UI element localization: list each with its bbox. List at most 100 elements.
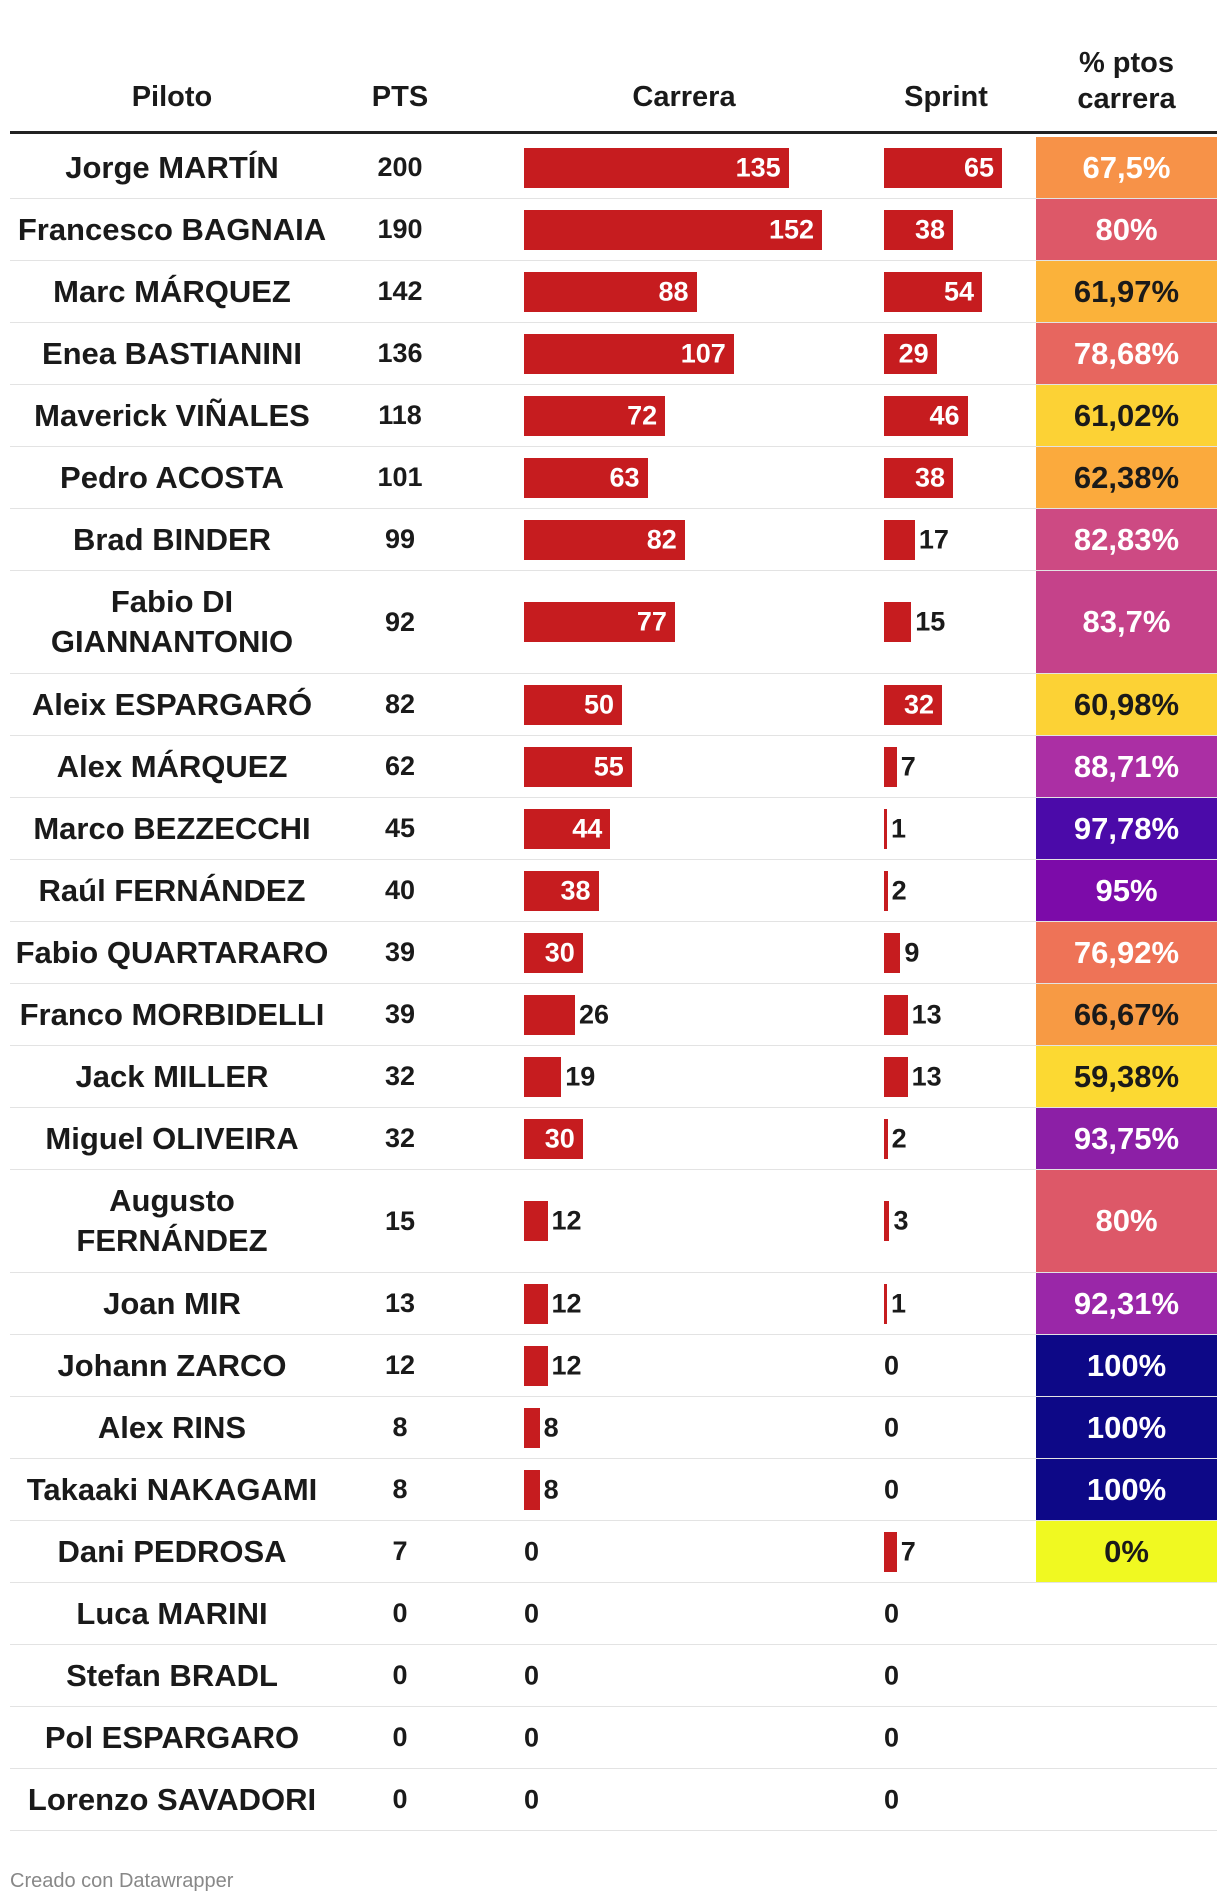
sprint-value: 65 <box>963 152 994 182</box>
table-row: Marco BEZZECCHI 45 44 1 97,78% <box>10 798 1217 860</box>
sprint-bar <box>884 1201 890 1241</box>
carrera-value: 107 <box>680 338 726 368</box>
sprint-bar <box>884 1118 888 1159</box>
carrera-bar <box>524 1283 548 1324</box>
carrera-value: 0 <box>524 1598 540 1628</box>
carrera-value: 19 <box>565 1061 596 1091</box>
sprint-bar <box>884 1056 908 1097</box>
sprint-bar <box>884 271 983 312</box>
sprint-value: 15 <box>915 606 946 637</box>
rider-pts: 32 <box>384 1061 416 1091</box>
carrera-value: 135 <box>735 152 781 182</box>
table-row: Dani PEDROSA 7 0 7 0% <box>10 1521 1217 1583</box>
rider-name: Franco MORBIDELLI <box>19 996 325 1032</box>
table-row: Aleix ESPARGARÓ 82 50 32 60,98% <box>10 674 1217 736</box>
rider-pts: 200 <box>377 152 423 182</box>
sprint-bar <box>884 684 943 725</box>
carrera-value: 12 <box>551 1288 582 1318</box>
carrera-bar <box>524 147 789 188</box>
sprint-value: 2 <box>891 1123 907 1153</box>
sprint-value: 54 <box>943 276 975 306</box>
sprint-value: 0 <box>884 1722 900 1752</box>
carrera-value: 50 <box>583 689 615 719</box>
carrera-value: 8 <box>543 1412 559 1442</box>
pct-cell <box>1036 1707 1217 1768</box>
table-row: Jorge MARTÍN 200 135 65 67,5% <box>10 137 1217 199</box>
sprint-value: 32 <box>904 689 935 719</box>
table-row: Raúl FERNÁNDEZ 40 38 2 95% <box>10 860 1217 922</box>
sprint-value: 38 <box>914 462 945 492</box>
table-row: Francesco BAGNAIA 190 152 38 80% <box>10 199 1217 261</box>
pct-cell: 80% <box>1036 1170 1217 1272</box>
pct-cell: 97,78% <box>1036 798 1217 859</box>
header-carrera[interactable]: Carrera <box>632 81 736 113</box>
sprint-value: 0 <box>884 1412 900 1442</box>
sprint-value: 9 <box>904 937 920 967</box>
rider-name: Alex MÁRQUEZ <box>56 748 288 784</box>
rider-name: Maverick VIÑALES <box>34 397 310 433</box>
rider-name: Francesco BAGNAIA <box>17 211 327 247</box>
sprint-bar <box>884 1283 887 1324</box>
pct-cell: 59,38% <box>1036 1046 1217 1107</box>
rider-name: Pol ESPARGARO <box>44 1719 300 1755</box>
rider-pts: 0 <box>392 1722 408 1752</box>
sprint-value: 13 <box>911 999 942 1029</box>
rider-pts: 40 <box>384 875 416 905</box>
table-row: Enea BASTIANINI 136 107 29 78,68% <box>10 323 1217 385</box>
table-row: Maverick VIÑALES 118 72 46 61,02% <box>10 385 1217 447</box>
carrera-value: 8 <box>543 1474 559 1504</box>
pct-cell: 93,75% <box>1036 1108 1217 1169</box>
rider-pts: 82 <box>384 689 416 719</box>
carrera-value: 55 <box>593 751 624 781</box>
table-row: Lorenzo SAVADORI 0 0 0 <box>10 1769 1217 1831</box>
table-row: Takaaki NAKAGAMI 8 8 0 100% <box>10 1459 1217 1521</box>
carrera-bar <box>524 684 623 725</box>
table-row: Johann ZARCO 12 12 0 100% <box>10 1335 1217 1397</box>
pct-cell: 82,83% <box>1036 509 1217 570</box>
sprint-bar <box>884 333 937 374</box>
sprint-bar <box>884 602 912 642</box>
table-row: Franco MORBIDELLI 39 26 13 66,67% <box>10 984 1217 1046</box>
sprint-bar <box>884 519 915 560</box>
sprint-value: 17 <box>918 524 949 554</box>
rider-pts: 99 <box>384 524 416 554</box>
carrera-value: 0 <box>524 1536 540 1566</box>
header-piloto[interactable]: Piloto <box>131 81 213 113</box>
rider-name: Aleix ESPARGARÓ <box>31 686 313 722</box>
header-pct[interactable]: % ptos carrera <box>1036 45 1217 117</box>
table-row: Alex RINS 8 8 0 100% <box>10 1397 1217 1459</box>
carrera-value: 26 <box>578 999 610 1029</box>
rider-name: Augusto FERNÁNDEZ <box>76 1183 268 1258</box>
rider-pts: 15 <box>384 1205 416 1236</box>
rider-name: Fabio DI GIANNANTONIO <box>50 584 294 659</box>
table-row: Pol ESPARGARO 0 0 0 <box>10 1707 1217 1769</box>
rider-name: Pedro ACOSTA <box>60 459 284 495</box>
rider-pts: 39 <box>384 999 416 1029</box>
pct-cell: 67,5% <box>1036 137 1217 198</box>
carrera-value: 0 <box>524 1784 540 1814</box>
rider-name: Luca MARINI <box>76 1595 268 1631</box>
carrera-bar <box>524 333 734 374</box>
sprint-value: 7 <box>900 1536 916 1566</box>
carrera-bar <box>524 932 583 973</box>
rider-name: Marco BEZZECCHI <box>33 810 311 846</box>
sprint-value: 3 <box>893 1205 909 1236</box>
rider-pts: 32 <box>384 1123 416 1153</box>
carrera-bar <box>524 808 611 849</box>
sprint-bar <box>884 209 953 250</box>
carrera-value: 77 <box>636 606 667 637</box>
header-pts[interactable]: PTS <box>371 81 429 113</box>
pct-cell: 60,98% <box>1036 674 1217 735</box>
table-row: Luca MARINI 0 0 0 <box>10 1583 1217 1645</box>
rider-pts: 13 <box>384 1288 416 1318</box>
table-row: Stefan BRADL 0 0 0 <box>10 1645 1217 1707</box>
sprint-bar <box>884 808 887 849</box>
rider-name: Miguel OLIVEIRA <box>45 1120 299 1156</box>
rider-pts: 142 <box>377 276 423 306</box>
carrera-value: 12 <box>551 1205 582 1236</box>
sprint-bar <box>884 457 953 498</box>
pct-cell: 100% <box>1036 1335 1217 1396</box>
header-sprint[interactable]: Sprint <box>904 81 988 113</box>
sprint-value: 29 <box>898 338 929 368</box>
pct-cell: 92,31% <box>1036 1273 1217 1334</box>
